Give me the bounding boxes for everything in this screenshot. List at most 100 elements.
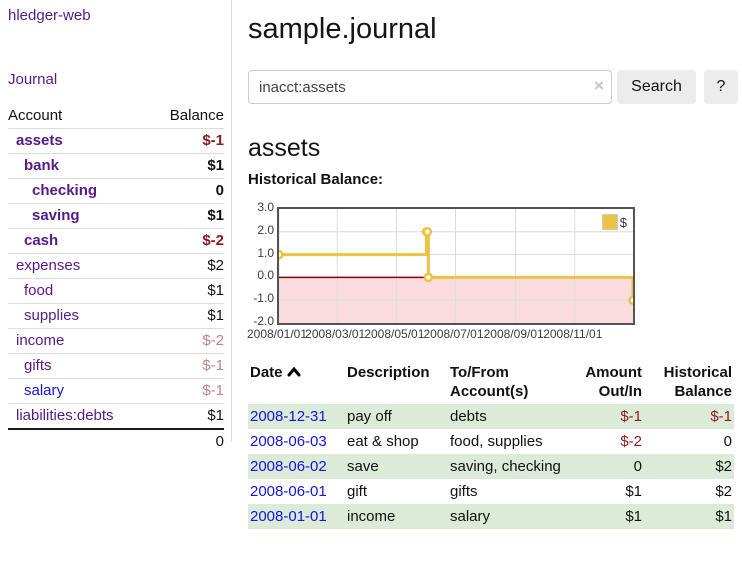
register-header-amount: Amount Out/In (564, 360, 644, 404)
account-link[interactable]: liabilities:debts (16, 407, 114, 424)
account-name-cell: assets (8, 129, 151, 154)
register-date-cell: 2008-06-02 (248, 454, 345, 479)
transaction-date-link[interactable]: 2008-06-03 (250, 433, 327, 450)
account-name-cell: liabilities:debts (8, 404, 151, 430)
register-accounts-cell: debts (448, 404, 564, 429)
account-link[interactable]: salary (24, 382, 64, 399)
accounts-header-row: Account Balance (8, 104, 224, 129)
accounts-total-row: 0 (8, 429, 224, 454)
accounts-total-value: 0 (151, 429, 224, 454)
account-link[interactable]: assets (16, 132, 63, 149)
register-accounts-cell: saving, checking (448, 454, 564, 479)
register-balance-cell: 0 (644, 429, 734, 454)
chart-label: Historical Balance: (248, 171, 383, 188)
y-tick-label: 0.0 (248, 268, 274, 282)
x-tick-label: 2008/07/01 (423, 327, 483, 341)
register-row: 2008-01-01incomesalary$1$1 (248, 504, 734, 529)
account-balance: $-2 (151, 229, 224, 254)
sidebar: hledger-web Journal Account Balance asse… (0, 0, 232, 441)
chart-legend: $ (602, 214, 627, 230)
account-link[interactable]: supplies (24, 307, 79, 324)
y-tick-label: -2.0 (248, 314, 274, 328)
search-form: × Search ? (248, 70, 734, 104)
account-name-cell: bank (8, 154, 151, 179)
register-amount-cell: $1 (564, 479, 644, 504)
account-row: bank$1 (8, 154, 224, 179)
account-name-cell: supplies (8, 304, 151, 329)
register-row: 2008-06-01giftgifts$1$2 (248, 479, 734, 504)
register-table: Date Description To/From Account(s) Amou… (248, 360, 734, 529)
account-row: expenses $2 (8, 254, 224, 279)
register-header-balance: Historical Balance (644, 360, 734, 404)
search-button[interactable]: Search (617, 70, 696, 104)
register-header-date[interactable]: Date (248, 360, 345, 404)
register-accounts-cell: gifts (448, 479, 564, 504)
x-tick-label: 2008/05/01 (364, 327, 424, 341)
account-name-cell: gifts (8, 354, 151, 379)
register-date-cell: 2008-06-03 (248, 429, 345, 454)
account-link[interactable]: saving (32, 207, 80, 224)
transaction-date-link[interactable]: 2008-12-31 (250, 408, 327, 425)
register-description-cell: save (345, 454, 448, 479)
transaction-date-link[interactable]: 2008-06-02 (250, 458, 327, 475)
account-name-cell: food (8, 279, 151, 304)
account-row: saving$1 (8, 204, 224, 229)
historical-balance-chart: 3.02.01.00.0-1.0-2.0 $ 2008/01/012008/03… (248, 200, 668, 345)
account-row: income$-2 (8, 329, 224, 354)
x-tick-label: 2008/03/01 (305, 327, 365, 341)
register-accounts-cell: food, supplies (448, 429, 564, 454)
app-brand-link[interactable]: hledger-web (8, 7, 91, 24)
register-date-cell: 2008-06-01 (248, 479, 345, 504)
register-header-accounts: To/From Account(s) (448, 360, 564, 404)
register-description-cell: gift (345, 479, 448, 504)
account-link[interactable]: income (16, 332, 64, 349)
account-row: food$1 (8, 279, 224, 304)
x-tick-label: 2008/01/01 (247, 327, 307, 341)
register-description-cell: pay off (345, 404, 448, 429)
register-description-cell: eat & shop (345, 429, 448, 454)
account-name-cell: cash (8, 229, 151, 254)
sidebar-item-journal[interactable]: Journal (8, 71, 57, 88)
transaction-date-link[interactable]: 2008-06-01 (250, 483, 327, 500)
account-row: gifts $-1 (8, 354, 224, 379)
register-description-cell: income (345, 504, 448, 529)
account-link[interactable]: bank (24, 157, 59, 174)
register-balance-cell: $-1 (644, 404, 734, 429)
register-balance-cell: $1 (644, 504, 734, 529)
account-balance: $1 (151, 304, 224, 329)
account-link[interactable]: expenses (16, 257, 80, 274)
accounts-total-spacer (8, 429, 151, 454)
account-row: salary$-1 (8, 379, 224, 404)
accounts-header-balance: Balance (151, 104, 224, 129)
account-link[interactable]: checking (32, 182, 97, 199)
register-amount-cell: $-2 (564, 429, 644, 454)
sort-asc-icon (287, 367, 301, 377)
y-tick-label: 3.0 (248, 200, 274, 214)
account-link[interactable]: cash (24, 232, 58, 249)
account-balance: $-1 (151, 354, 224, 379)
page-title: sample.journal (248, 13, 437, 46)
help-button[interactable]: ? (704, 70, 738, 104)
account-balance: $2 (151, 254, 224, 279)
legend-swatch-icon (602, 214, 618, 230)
register-accounts-cell: salary (448, 504, 564, 529)
account-balance: 0 (151, 179, 224, 204)
y-tick-label: 1.0 (248, 246, 274, 260)
account-link[interactable]: food (24, 282, 53, 299)
account-name-cell: salary (8, 379, 151, 404)
accounts-header-account: Account (8, 104, 151, 129)
search-input[interactable] (248, 70, 612, 104)
account-row: cash $-2 (8, 229, 224, 254)
account-row: checking 0 (8, 179, 224, 204)
y-tick-label: 2.0 (248, 223, 274, 237)
account-balance: $-1 (151, 129, 224, 154)
account-link[interactable]: gifts (24, 357, 52, 374)
transaction-date-link[interactable]: 2008-01-01 (250, 508, 327, 525)
clear-search-icon[interactable]: × (594, 77, 604, 94)
register-amount-cell: $1 (564, 504, 644, 529)
account-name-cell: saving (8, 204, 151, 229)
x-tick-label: 2008/11/01 (543, 327, 602, 341)
register-date-cell: 2008-01-01 (248, 504, 345, 529)
register-header-row: Date Description To/From Account(s) Amou… (248, 360, 734, 404)
register-amount-cell: 0 (564, 454, 644, 479)
